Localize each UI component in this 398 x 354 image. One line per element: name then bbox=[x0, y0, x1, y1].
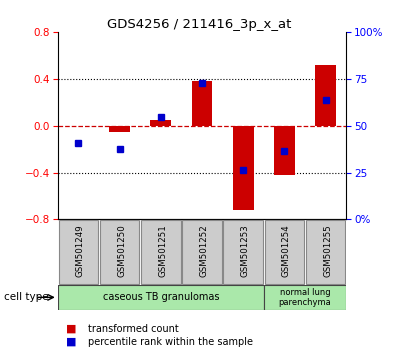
Text: ■: ■ bbox=[66, 324, 76, 333]
Bar bbox=[182, 220, 222, 284]
Text: ■: ■ bbox=[66, 337, 76, 347]
Text: GSM501254: GSM501254 bbox=[282, 224, 291, 277]
Text: percentile rank within the sample: percentile rank within the sample bbox=[88, 337, 253, 347]
Bar bbox=[315, 65, 336, 126]
Text: GSM501249: GSM501249 bbox=[76, 224, 85, 277]
Bar bbox=[150, 120, 171, 126]
Text: transformed count: transformed count bbox=[88, 324, 178, 333]
Bar bbox=[141, 220, 181, 284]
Text: normal lung
parenchyma: normal lung parenchyma bbox=[279, 288, 332, 307]
Bar bbox=[59, 220, 98, 284]
Text: caseous TB granulomas: caseous TB granulomas bbox=[103, 292, 219, 302]
Bar bbox=[306, 220, 345, 284]
Bar bbox=[58, 285, 264, 310]
Text: GSM501251: GSM501251 bbox=[158, 224, 167, 277]
Bar bbox=[109, 126, 130, 132]
Text: cell type: cell type bbox=[4, 292, 49, 302]
Bar bbox=[223, 220, 263, 284]
Text: GSM501250: GSM501250 bbox=[117, 224, 126, 277]
Bar bbox=[274, 126, 295, 175]
Bar bbox=[264, 285, 346, 310]
Text: GSM501255: GSM501255 bbox=[323, 224, 332, 277]
Bar bbox=[233, 126, 254, 210]
Text: GSM501253: GSM501253 bbox=[241, 224, 250, 277]
Bar bbox=[100, 220, 139, 284]
Text: GDS4256 / 211416_3p_x_at: GDS4256 / 211416_3p_x_at bbox=[107, 18, 291, 31]
Text: GSM501252: GSM501252 bbox=[199, 224, 209, 277]
Bar bbox=[192, 81, 212, 126]
Bar bbox=[265, 220, 304, 284]
